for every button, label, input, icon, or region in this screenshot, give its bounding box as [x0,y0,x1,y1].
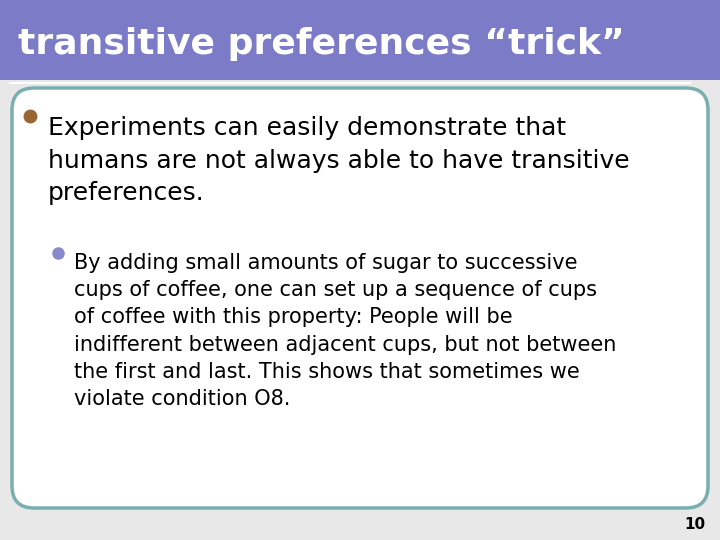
Text: 10: 10 [684,517,705,532]
FancyBboxPatch shape [12,88,708,508]
Text: By adding small amounts of sugar to successive
cups of coffee, one can set up a : By adding small amounts of sugar to succ… [74,253,616,409]
Text: Experiments can easily demonstrate that
humans are not always able to have trans: Experiments can easily demonstrate that … [48,116,629,205]
FancyBboxPatch shape [0,0,720,80]
Text: transitive preferences “trick”: transitive preferences “trick” [18,27,625,61]
